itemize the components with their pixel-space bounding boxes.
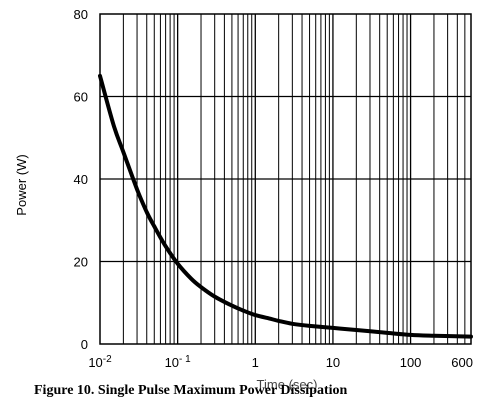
x-tick-labels: 10-2 10- 1 1 10 100 600 bbox=[88, 354, 473, 370]
x-tick-label: 10 bbox=[326, 355, 340, 370]
series-line bbox=[98, 73, 473, 339]
x-tick-label: 600 bbox=[451, 355, 473, 370]
y-tick-label: 40 bbox=[74, 172, 88, 187]
y-tick-labels: 0 20 40 60 80 bbox=[74, 7, 88, 352]
grid bbox=[100, 14, 471, 344]
y-tick-label: 60 bbox=[74, 90, 88, 105]
x-tick-label: 10- 1 bbox=[165, 354, 192, 370]
y-tick-label: 80 bbox=[74, 7, 88, 22]
y-tick-label: 20 bbox=[74, 255, 88, 270]
y-axis-label: Power (W) bbox=[14, 154, 29, 215]
x-tick-label: 1 bbox=[252, 355, 259, 370]
x-tick-label: 10-2 bbox=[88, 354, 112, 370]
y-tick-label: 0 bbox=[81, 337, 88, 352]
figure-caption: Figure 10. Single Pulse Maximum Power Di… bbox=[34, 383, 348, 398]
x-tick-label: 100 bbox=[400, 355, 422, 370]
plot-frame bbox=[99, 13, 472, 345]
x-axis-label: Time (sec) bbox=[257, 377, 318, 392]
